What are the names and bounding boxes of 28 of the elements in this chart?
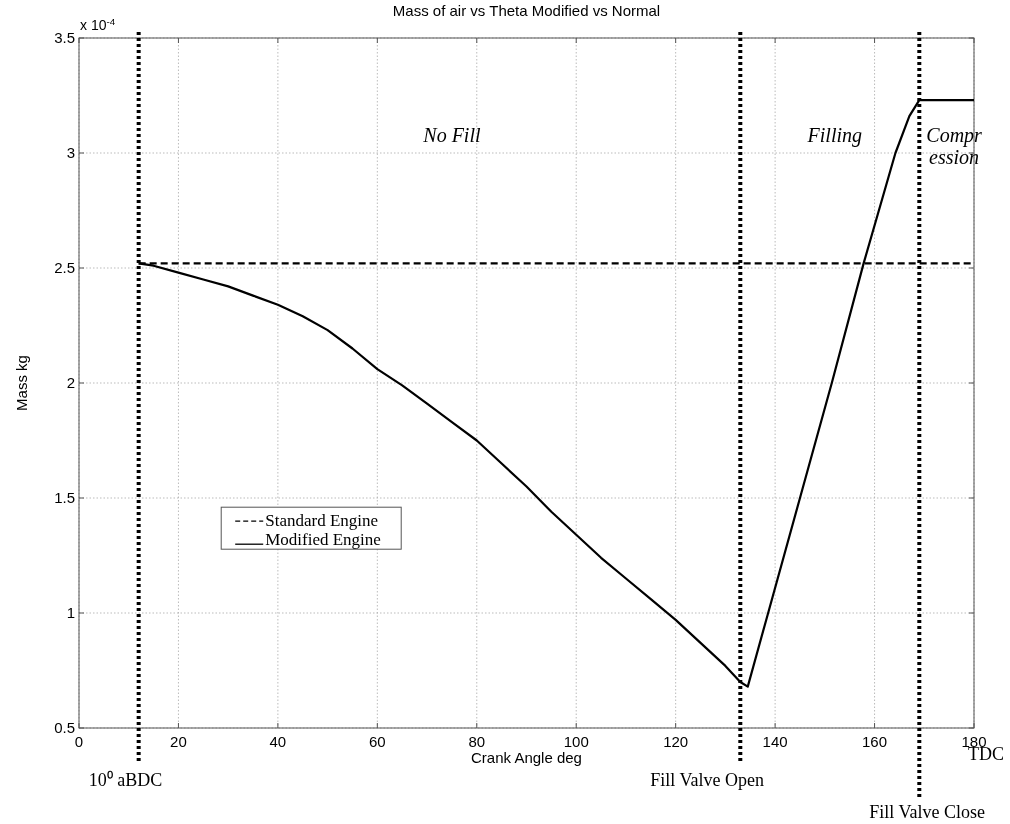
x-tick-label: 80 [468,733,486,750]
x-tick-label: 140 [762,733,788,750]
chart-title: Mass of air vs Theta Modified vs Normal [392,2,661,19]
annotation: Filling [806,123,862,147]
x-axis-title: Crank Angle deg [471,749,582,766]
y-tick-label: 0.5 [54,719,75,736]
y-tick-label: 1.5 [54,489,75,506]
ref-line-label: 10⁰ aBDC [88,770,163,790]
y-tick-label: 2.5 [54,259,75,276]
ref-line-label: Fill Valve Close [869,802,985,822]
x-tick-label: 40 [269,733,287,750]
x-tick-label: 0 [74,733,84,750]
x-tick-label: 160 [862,733,888,750]
y-axis-title: Mass kg [13,355,30,411]
annotation: No Fill [422,123,481,146]
y-tick-label: 1 [66,604,75,621]
y-tick-label: 2 [66,374,75,391]
x-tick-label: 100 [563,733,589,750]
x-tick-label: 60 [368,733,386,750]
legend-label: Standard Engine [265,511,379,531]
x-tick-label: 120 [663,733,689,750]
ref-line-label: Fill Valve Open [650,770,764,790]
y-tick-label: 3.5 [54,29,75,46]
legend-label: Modified Engine [265,530,381,550]
text: x 10$^{-4}$ [80,15,116,33]
annotation: Compr ession [926,123,983,168]
x-tick-label: 20 [170,733,187,750]
y-tick-label: 3 [66,144,75,161]
